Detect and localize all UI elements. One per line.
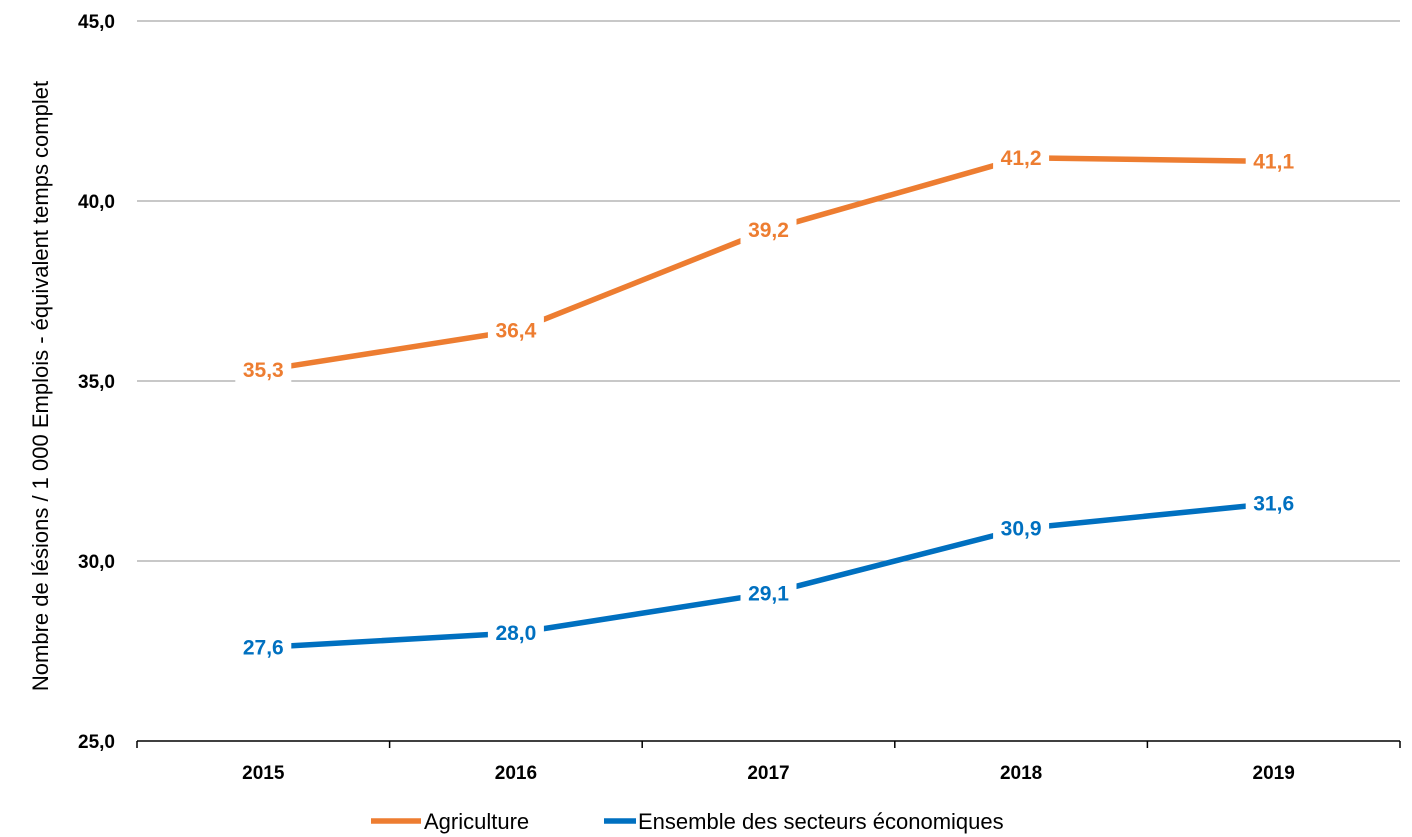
data-label: 30,9 <box>1001 518 1042 541</box>
data-label-bg <box>740 579 797 608</box>
data-label-bg <box>993 143 1050 172</box>
data-label-bg <box>1245 489 1302 518</box>
data-label: 35,3 <box>243 359 284 382</box>
x-tick-label: 2019 <box>1253 763 1295 784</box>
series-line-0 <box>262 155 1274 373</box>
data-label-bg <box>993 514 1050 543</box>
y-tick-label: 45,0 <box>78 12 115 33</box>
data-label: 39,2 <box>748 219 789 242</box>
data-label-bg <box>235 356 292 385</box>
y-tick-label: 40,0 <box>78 192 115 213</box>
data-label: 27,6 <box>243 636 284 659</box>
y-tick-label: 30,0 <box>78 552 115 573</box>
data-label: 36,4 <box>495 320 536 343</box>
gridlines <box>137 20 1400 562</box>
x-tick-label: 2015 <box>242 763 285 784</box>
data-label-bg <box>740 215 797 244</box>
y-axis-title: Nombre de lésions / 1 000 Emplois - équi… <box>28 81 53 691</box>
data-label: 28,0 <box>495 622 536 645</box>
x-tick-label: 2018 <box>1000 763 1042 784</box>
legend-item-0: Agriculture <box>371 809 529 834</box>
data-label-bg <box>235 633 292 662</box>
data-label-bg <box>487 619 544 647</box>
x-tick-label: 2016 <box>495 763 537 784</box>
x-tick-label: 2017 <box>747 763 789 784</box>
axes: 25,0 30,0 35,0 40,0 45,0 2015 2016 2017 2018 2019 <box>78 12 1401 784</box>
data-label-bg <box>487 316 544 345</box>
legend: Agriculture Ensemble des secteurs économi… <box>371 809 1004 834</box>
data-label: 31,6 <box>1253 492 1294 515</box>
legend-label: Agriculture <box>424 809 529 834</box>
series-line-1 <box>263 500 1274 651</box>
data-label: 29,1 <box>748 582 789 605</box>
legend-item-1: Ensemble des secteurs économiques <box>604 809 1004 834</box>
y-tick-label: 35,0 <box>78 372 115 393</box>
data-label: 41,1 <box>1253 150 1294 173</box>
data-label: 41,2 <box>1001 147 1042 170</box>
legend-label: Ensemble des secteurs économiques <box>638 809 1004 834</box>
data-label-bg <box>1245 147 1302 176</box>
data-labels: 35,3 36,4 39,2 41,2 41,1 27,6 28,0 29,1 30,9 31,6 <box>235 143 1302 662</box>
y-tick-label: 25,0 <box>78 732 115 753</box>
